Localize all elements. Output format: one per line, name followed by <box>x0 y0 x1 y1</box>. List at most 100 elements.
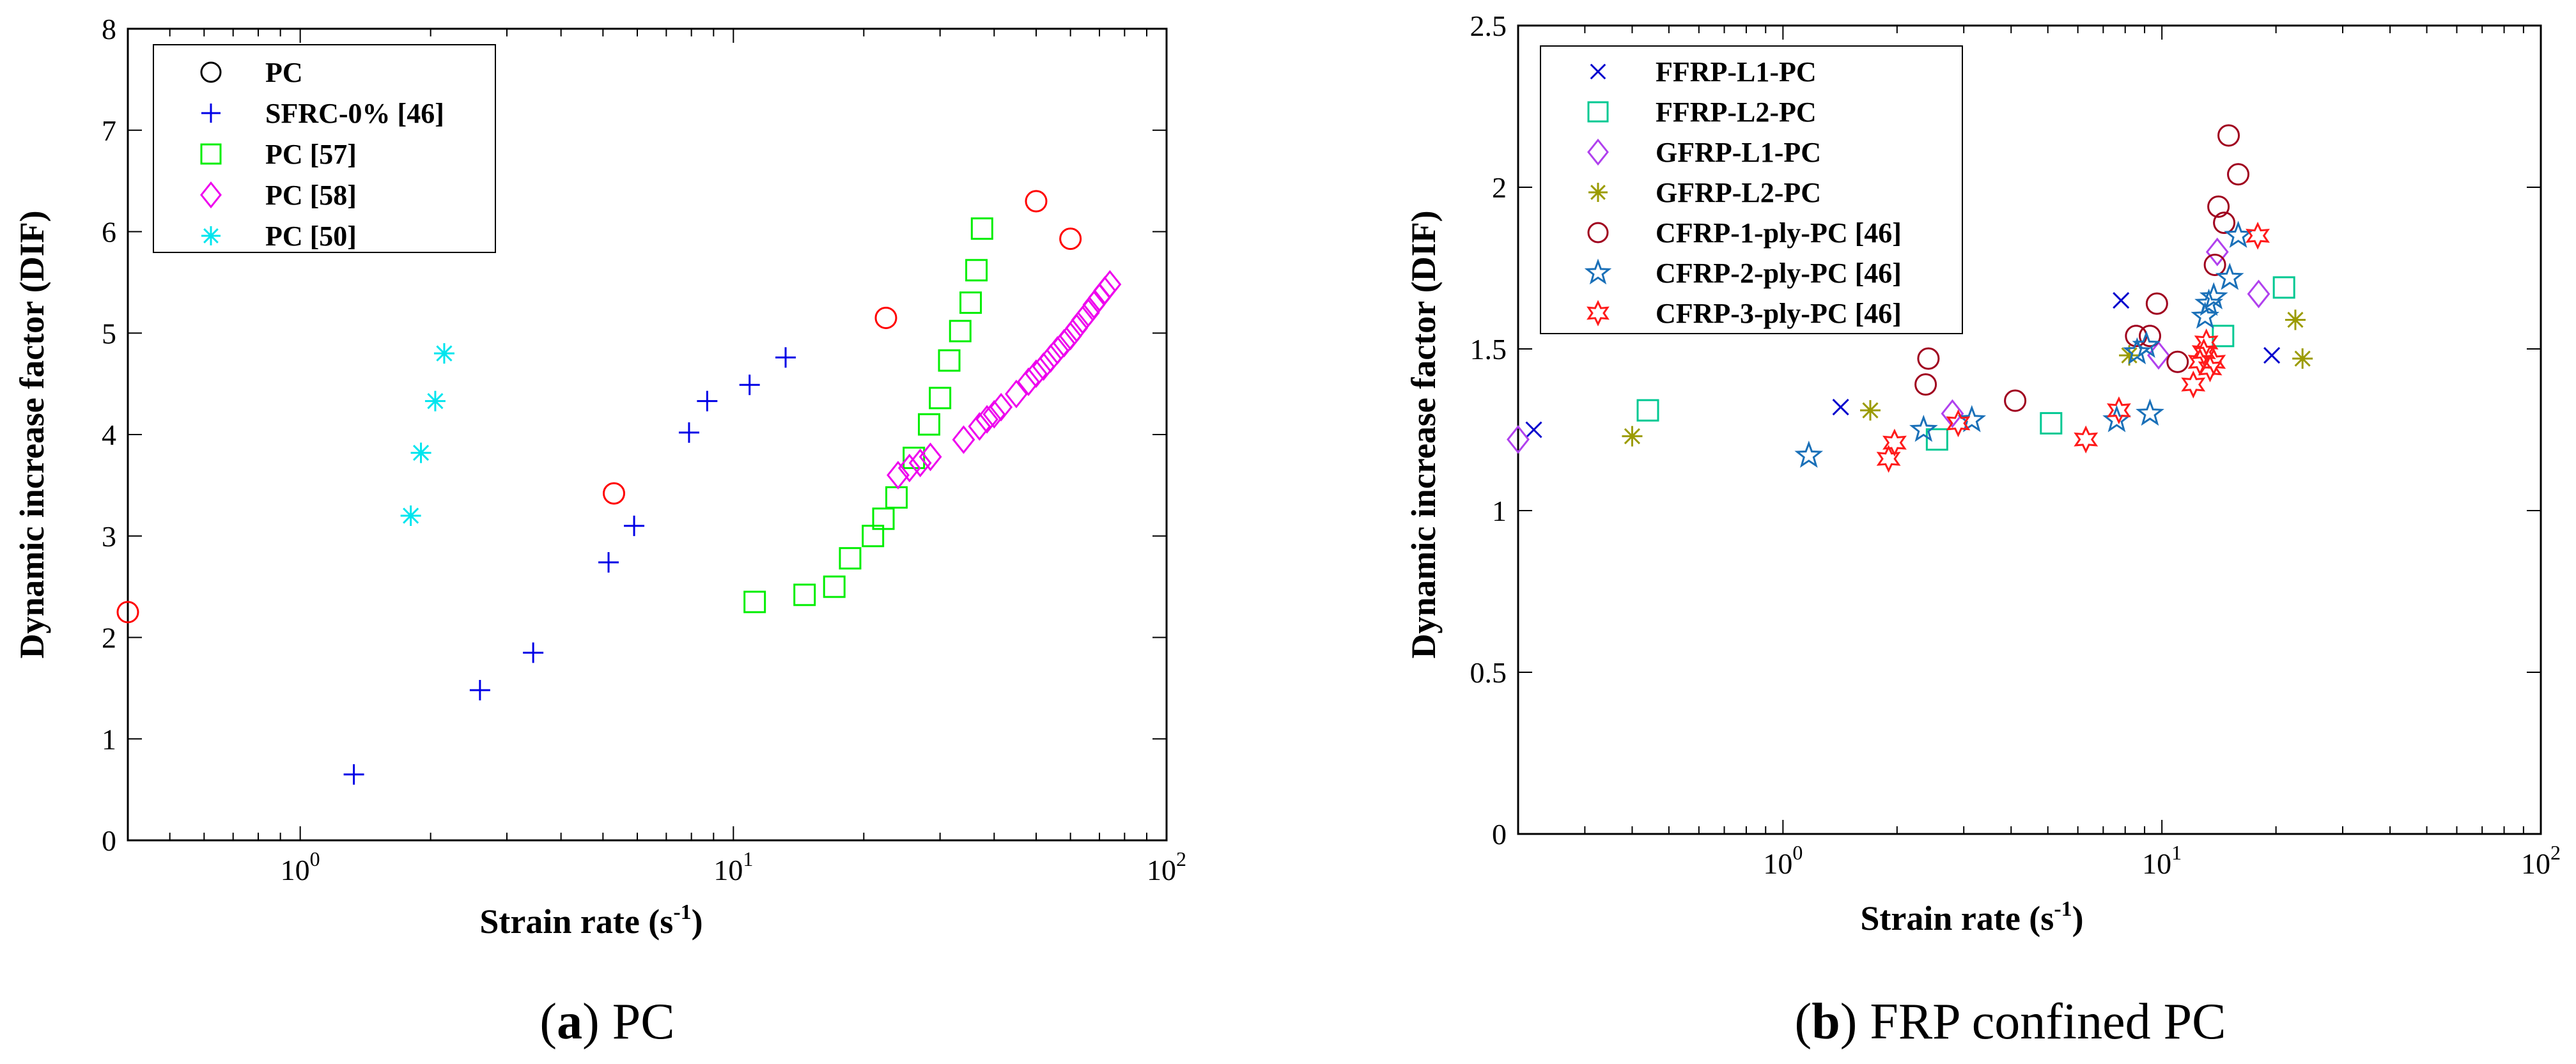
data-point <box>1039 344 1062 373</box>
series-pc <box>116 190 1082 624</box>
data-point <box>1859 400 1881 421</box>
panel-a-chart: 100 101 102 0 1 2 3 4 5 6 7 8 PC SFRC-0% [46] PC [57]… <box>13 13 1186 1050</box>
data-point <box>116 601 139 624</box>
data-point <box>1941 399 1964 428</box>
legend-marker <box>1587 300 1610 327</box>
series-gfrp-l2-pc <box>1622 309 2313 447</box>
data-point <box>1525 421 1542 438</box>
legend-label: CFRP-2-ply-PC [46] <box>1656 258 1902 289</box>
data-point <box>872 507 895 530</box>
data-point <box>2040 412 2063 435</box>
data-point <box>968 412 991 441</box>
data-point <box>959 291 982 314</box>
y-tick-label: 0 <box>1492 818 1507 851</box>
data-point <box>2207 195 2230 218</box>
data-point <box>823 575 846 598</box>
legend-marker <box>1587 222 1609 243</box>
data-point <box>2194 288 2224 316</box>
series-cfrp-1-ply-pc-46- <box>1914 124 2250 412</box>
y-tick-label: 4 <box>102 419 116 451</box>
panel-a-axes: 100 101 102 0 1 2 3 4 5 6 7 8 <box>102 13 1186 886</box>
data-point <box>897 453 921 482</box>
data-point <box>965 259 988 282</box>
series-pc-57- <box>743 217 993 613</box>
data-point <box>1925 428 1948 451</box>
x-tick-label: 101 <box>2142 841 2182 880</box>
x-tick-label: 102 <box>1147 847 1186 886</box>
panel-a-data <box>116 190 1122 785</box>
legend-marker <box>201 104 221 123</box>
data-point <box>975 405 999 434</box>
data-point <box>1025 359 1048 389</box>
data-point <box>938 349 961 372</box>
data-point <box>697 390 718 412</box>
data-point <box>1832 399 1849 416</box>
data-point <box>2113 292 2130 309</box>
data-point <box>2272 276 2295 299</box>
x-tick-label: 102 <box>2521 841 2561 880</box>
data-point <box>1065 313 1089 343</box>
data-point <box>989 392 1013 422</box>
legend-marker <box>1584 258 1612 285</box>
data-point <box>1622 426 1643 447</box>
legend-label: GFRP-L2-PC <box>1656 177 1821 208</box>
y-tick-label: 2 <box>102 622 116 654</box>
series-ffrp-l1-pc <box>1525 292 2281 438</box>
x-tick-label: 101 <box>713 847 753 886</box>
data-point <box>949 320 972 343</box>
caption-a: (a) PC <box>539 994 674 1050</box>
data-point <box>433 343 454 364</box>
legend-label: CFRP-1-ply-PC [46] <box>1656 217 1902 249</box>
data-point <box>1052 328 1076 358</box>
plot-frame-b <box>1517 24 2542 835</box>
data-point <box>1098 270 1122 299</box>
data-point <box>1017 367 1040 396</box>
data-point <box>2138 325 2161 348</box>
data-point <box>2074 425 2099 454</box>
y-axis-label-b: Dynamic increase factor (DIF) <box>1404 210 1443 658</box>
legend-box-a <box>153 44 496 253</box>
data-point <box>2292 348 2313 369</box>
data-point <box>952 425 975 454</box>
data-point <box>929 387 952 410</box>
data-point <box>2166 350 2189 373</box>
data-point <box>874 306 897 329</box>
legend-label: CFRP-3-ply-PC [46] <box>1656 298 1902 329</box>
data-point <box>1005 380 1028 408</box>
y-tick-label: 0 <box>102 824 116 857</box>
data-point <box>2201 348 2226 376</box>
data-point <box>1957 405 1987 433</box>
data-point <box>343 764 364 785</box>
data-point <box>678 422 699 443</box>
data-point <box>624 515 645 536</box>
panel-b-axes: 100 101 102 0 0.5 1 1.5 2 2.5 <box>1470 10 2561 880</box>
x-tick-label: 100 <box>281 847 320 886</box>
data-point <box>885 486 908 509</box>
series-pc-58- <box>887 270 1122 490</box>
data-point <box>887 461 910 490</box>
y-tick-label: 1.5 <box>1470 333 1507 366</box>
panel-b-legend: FFRP-L1-PC FFRP-L2-PC GFRP-L1-PC GFRP-L2-PC… <box>1540 45 1963 334</box>
y-tick-label: 1 <box>1492 495 1507 527</box>
data-point <box>2106 396 2131 424</box>
y-tick-label: 3 <box>102 520 116 553</box>
data-point <box>1876 445 1901 473</box>
data-point <box>598 552 619 573</box>
data-point <box>1059 227 1082 251</box>
data-point <box>1082 290 1106 320</box>
panel-b-chart: 100 101 102 0 0.5 1 1.5 2 2.5 FFRP-L1-PC FFRP-L2-… <box>1404 10 2561 1050</box>
legend-label: PC [57] <box>265 139 357 170</box>
x-tick-label: 100 <box>1763 841 1803 880</box>
legend-label: FFRP-L2-PC <box>1656 96 1817 128</box>
data-point <box>2194 328 2219 357</box>
data-point <box>2203 253 2226 276</box>
data-point <box>2136 398 2164 426</box>
data-point <box>1917 347 1940 370</box>
data-point <box>2224 220 2253 248</box>
data-point <box>1882 428 1907 457</box>
data-point <box>1914 373 1937 396</box>
panel-b-data <box>1507 124 2313 473</box>
data-point <box>1507 425 1530 454</box>
data-point <box>2205 237 2229 266</box>
